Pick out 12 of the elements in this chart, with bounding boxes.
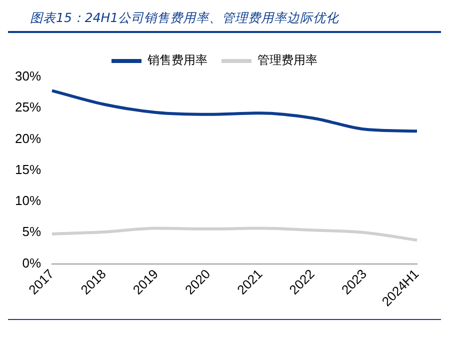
y-tick-label: 30% xyxy=(14,68,42,84)
legend-label: 销售费用率 xyxy=(146,53,208,68)
line-series xyxy=(50,89,418,133)
y-tick-label: 5% xyxy=(22,224,42,240)
legend-label: 管理费用率 xyxy=(258,53,318,68)
line-series xyxy=(50,226,418,242)
y-tick-label: 0% xyxy=(22,255,42,270)
y-tick-label: 15% xyxy=(14,162,42,177)
y-tick-label: 10% xyxy=(14,193,42,208)
chart-title: 图表15：24H1公司销售费用率、管理费用率边际优化 xyxy=(29,9,340,27)
y-tick-label: 20% xyxy=(14,130,42,146)
y-tick-label: 25% xyxy=(14,100,42,115)
